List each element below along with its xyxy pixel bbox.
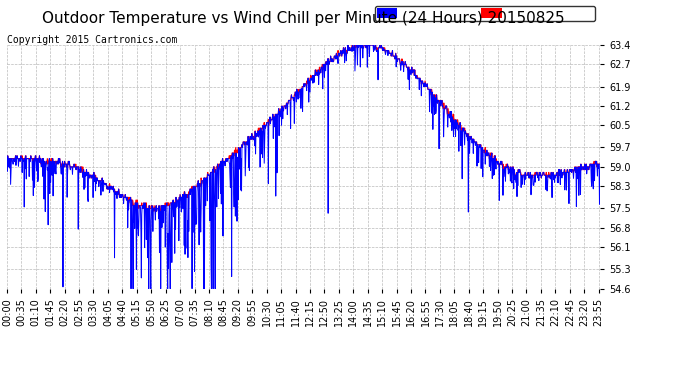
Text: Outdoor Temperature vs Wind Chill per Minute (24 Hours) 20150825: Outdoor Temperature vs Wind Chill per Mi…	[42, 11, 565, 26]
Text: Copyright 2015 Cartronics.com: Copyright 2015 Cartronics.com	[8, 35, 178, 45]
Legend: Wind Chill (°F), Temperature (°F): Wind Chill (°F), Temperature (°F)	[375, 6, 595, 21]
